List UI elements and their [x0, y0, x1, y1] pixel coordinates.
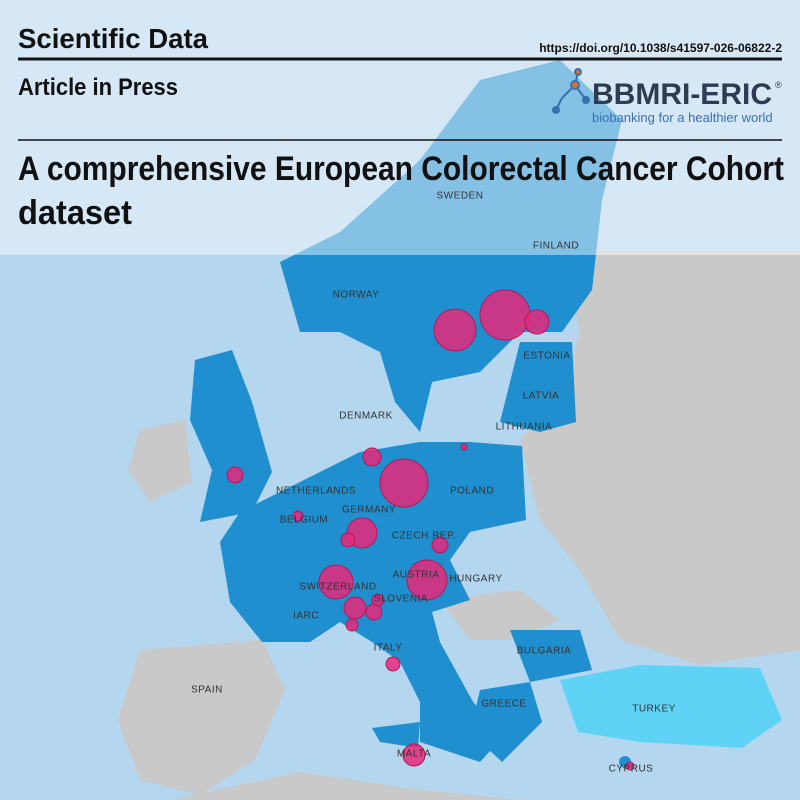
country-label: LATVIA	[523, 391, 560, 402]
biobank-markers	[226, 289, 635, 771]
country-label: NORWAY	[333, 290, 380, 301]
status: Article in Press	[18, 74, 178, 101]
title: A comprehensive European Colorectal Canc…	[18, 150, 784, 188]
country-label: MALTA	[397, 749, 431, 760]
country-label: DENMARK	[339, 411, 393, 422]
logo-icon	[552, 68, 590, 114]
country-label: CYPRUS	[609, 764, 654, 775]
country-label: TURKEY	[632, 704, 676, 715]
country-label: AUSTRIA	[393, 570, 440, 581]
country-label: SPAIN	[191, 685, 223, 696]
logo-tagline: biobanking for a healthier world	[592, 110, 773, 125]
country-label: POLAND	[450, 486, 494, 497]
country-label: HUNGARY	[449, 574, 502, 585]
country-label: NETHERLANDS	[276, 486, 356, 497]
country-label: CZECH REP.	[392, 531, 456, 542]
country-label: IARC	[293, 611, 319, 622]
country-label: BULGARIA	[517, 646, 572, 657]
title: dataset	[18, 194, 132, 232]
country-label: GERMANY	[342, 505, 396, 516]
country-label: SLOVENIA	[374, 594, 428, 605]
country-label: FINLAND	[533, 241, 579, 252]
country-label: BELGIUM	[280, 515, 329, 526]
header-band	[0, 0, 800, 255]
country-label: ITALY	[374, 643, 403, 654]
journal: Scientific Data	[18, 23, 208, 54]
country-label: LITHUANIA	[496, 422, 553, 433]
country-label: SWITZERLAND	[299, 582, 376, 593]
country-label: ESTONIA	[523, 351, 570, 362]
land	[118, 250, 800, 800]
doi: https://doi.org/10.1038/s41597-026-06822…	[539, 41, 782, 55]
logo-mark: ®	[775, 80, 782, 90]
country-label: SWEDEN	[437, 191, 484, 202]
logo-name: BBMRI-ERIC	[592, 78, 772, 111]
country-label: GREECE	[481, 699, 526, 710]
